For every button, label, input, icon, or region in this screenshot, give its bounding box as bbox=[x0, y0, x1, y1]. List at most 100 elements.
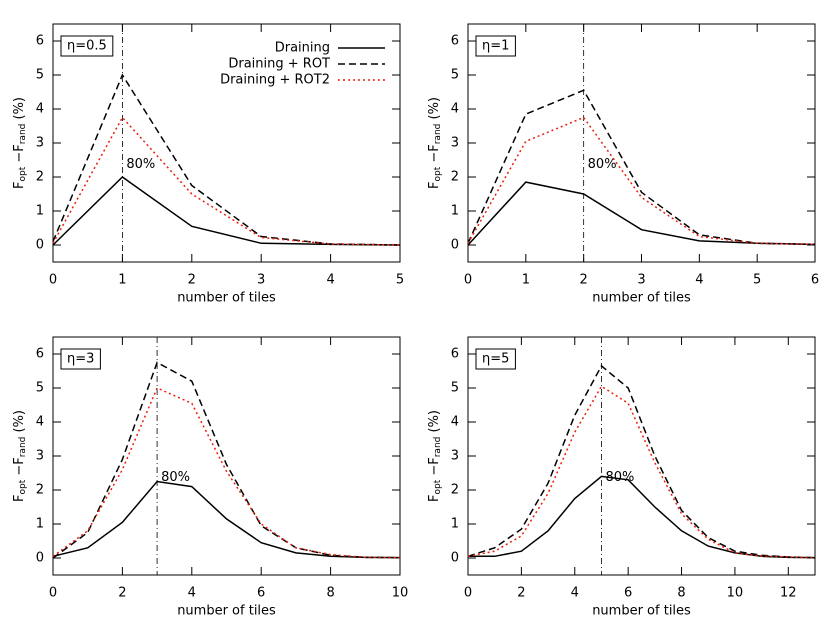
y-tick-label: 2 bbox=[451, 483, 459, 498]
x-tick-label: 4 bbox=[188, 586, 196, 601]
y-tick-label: 0 bbox=[451, 238, 459, 253]
legend-label: Draining + ROT bbox=[228, 57, 330, 72]
plot-frame bbox=[467, 23, 816, 263]
x-tick-label: 0 bbox=[464, 273, 472, 288]
y-tick-label: 6 bbox=[36, 34, 44, 49]
y-tick-label: 0 bbox=[451, 551, 459, 566]
y-tick-label: 2 bbox=[36, 170, 44, 185]
series-line bbox=[52, 73, 401, 246]
annotation: 80% bbox=[126, 157, 155, 172]
x-tick-label: 5 bbox=[753, 273, 761, 288]
y-tick-label: 3 bbox=[36, 136, 44, 151]
panel-label-box bbox=[475, 348, 516, 370]
annotation: 80% bbox=[605, 470, 634, 485]
y-tick-label: 1 bbox=[451, 517, 459, 532]
y-axis-label-part: (%) bbox=[427, 410, 442, 437]
y-tick-label: 5 bbox=[451, 381, 459, 396]
y-axis-label-part: opt bbox=[18, 166, 28, 181]
y-tick-label: 0 bbox=[36, 238, 44, 253]
x-tick-label: 3 bbox=[257, 273, 265, 288]
x-tick-label: 6 bbox=[624, 586, 632, 601]
panel-label-box bbox=[60, 348, 101, 370]
plot-frame bbox=[52, 336, 401, 576]
y-tick-label: 5 bbox=[36, 68, 44, 83]
y-axis-label-part: opt bbox=[433, 166, 443, 181]
panel-label: η=3 bbox=[67, 352, 94, 367]
y-tick-label: 4 bbox=[36, 415, 44, 430]
y-tick-label: 3 bbox=[451, 136, 459, 151]
legend-label: Draining bbox=[275, 41, 330, 56]
series-line bbox=[467, 364, 816, 559]
annotation: 80% bbox=[161, 470, 190, 485]
y-axis-label-part: −F bbox=[12, 457, 27, 480]
x-tick-label: 0 bbox=[49, 273, 57, 288]
y-tick-label: 5 bbox=[36, 381, 44, 396]
y-tick-label: 2 bbox=[451, 170, 459, 185]
x-tick-label: 6 bbox=[257, 586, 265, 601]
y-axis-label-part: rand bbox=[433, 124, 443, 145]
y-tick-label: 3 bbox=[451, 449, 459, 464]
x-tick-label: 8 bbox=[677, 586, 685, 601]
y-tick-label: 6 bbox=[36, 347, 44, 362]
x-tick-label: 4 bbox=[326, 273, 334, 288]
plot-frame bbox=[52, 23, 401, 263]
y-axis-label-part: F bbox=[427, 495, 442, 502]
x-tick-label: 12 bbox=[780, 586, 797, 601]
y-axis-label-part: F bbox=[12, 182, 27, 189]
panel-label: η=1 bbox=[482, 39, 509, 54]
y-axis-label-part: rand bbox=[18, 437, 28, 458]
y-axis-label: Fopt −Frand (%) bbox=[427, 410, 443, 502]
panel: 0 1 2 3 4 5 6 0 1 2 3 4 5 6 number of tiles Fopt −Frand… bbox=[427, 23, 819, 306]
x-tick-label: 5 bbox=[396, 273, 404, 288]
x-tick-label: 0 bbox=[464, 586, 472, 601]
y-axis-label: Fopt −Frand (%) bbox=[12, 410, 28, 502]
series-line bbox=[467, 89, 816, 246]
panel-label-box bbox=[475, 35, 516, 57]
series-line bbox=[52, 116, 401, 246]
panel: 0 2 4 6 8 10 0 1 2 3 4 5 6 number of tiles Fopt −Frand… bbox=[12, 336, 409, 619]
y-tick-label: 4 bbox=[451, 102, 459, 117]
x-tick-label: 2 bbox=[188, 273, 196, 288]
y-axis-label-part: rand bbox=[433, 437, 443, 458]
series-line bbox=[467, 116, 816, 246]
y-axis-label-part: opt bbox=[18, 479, 28, 494]
x-tick-label: 1 bbox=[522, 273, 530, 288]
x-tick-label: 4 bbox=[695, 273, 703, 288]
x-tick-label: 2 bbox=[118, 586, 126, 601]
series-line bbox=[468, 475, 816, 559]
y-tick-label: 5 bbox=[451, 68, 459, 83]
x-tick-label: 6 bbox=[811, 273, 819, 288]
y-tick-label: 1 bbox=[451, 204, 459, 219]
x-axis-label: number of tiles bbox=[592, 604, 691, 619]
y-axis-label-part: F bbox=[427, 182, 442, 189]
x-tick-label: 1 bbox=[118, 273, 126, 288]
y-tick-label: 1 bbox=[36, 517, 44, 532]
y-axis-label-part: (%) bbox=[12, 410, 27, 437]
x-axis-label: number of tiles bbox=[177, 291, 276, 306]
series-line bbox=[52, 387, 401, 559]
y-tick-label: 6 bbox=[451, 34, 459, 49]
x-tick-label: 10 bbox=[727, 586, 744, 601]
y-axis-label: Fopt −Frand (%) bbox=[12, 97, 28, 189]
y-tick-label: 3 bbox=[36, 449, 44, 464]
x-axis-label: number of tiles bbox=[177, 604, 276, 619]
legend-label: Draining + ROT2 bbox=[220, 73, 330, 88]
panel-label-box bbox=[60, 35, 114, 57]
x-tick-label: 10 bbox=[392, 586, 409, 601]
series-line bbox=[52, 480, 401, 559]
x-tick-label: 4 bbox=[571, 586, 579, 601]
series-line bbox=[52, 361, 401, 559]
annotation: 80% bbox=[588, 157, 617, 172]
plot-frame bbox=[467, 336, 816, 576]
x-tick-label: 3 bbox=[637, 273, 645, 288]
y-axis-label-part: F bbox=[12, 495, 27, 502]
y-axis-label: Fopt −Frand (%) bbox=[427, 97, 443, 189]
y-axis-label-part: opt bbox=[433, 479, 443, 494]
y-axis-label-part: −F bbox=[12, 144, 27, 167]
y-tick-label: 2 bbox=[36, 483, 44, 498]
x-tick-label: 0 bbox=[49, 586, 57, 601]
x-tick-label: 2 bbox=[517, 586, 525, 601]
x-tick-label: 8 bbox=[326, 586, 334, 601]
